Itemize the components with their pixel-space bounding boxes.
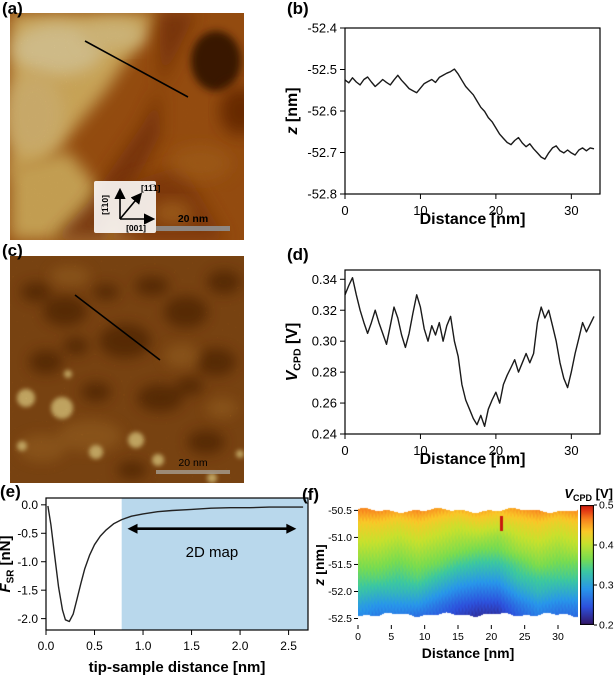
svg-text:2.0: 2.0: [232, 639, 249, 653]
panel-label-d: (d): [287, 245, 309, 264]
scale-bar-c: 20 nm: [156, 457, 230, 474]
svg-text:-52.8: -52.8: [307, 187, 337, 202]
svg-text:10: 10: [413, 203, 427, 218]
scale-bar-label: 20 nm: [178, 213, 208, 225]
svg-text:0.5: 0.5: [86, 639, 103, 653]
svg-text:0.2: 0.2: [599, 620, 614, 632]
svg-text:0: 0: [355, 631, 361, 643]
svg-text:0.28: 0.28: [312, 365, 337, 380]
svg-text:FSR [nN]: FSR [nN]: [0, 535, 16, 592]
svg-text:-52.7: -52.7: [307, 145, 337, 160]
svg-text:0.5: 0.5: [599, 500, 614, 512]
colorbar-canvas: [580, 505, 594, 625]
svg-text:30: 30: [564, 203, 578, 218]
svg-text:20: 20: [489, 443, 503, 458]
panel-label-f: (f): [302, 485, 319, 504]
svg-text:-0.5: -0.5: [17, 526, 38, 540]
svg-text:VCPD [V]: VCPD [V]: [564, 486, 613, 503]
svg-text:0.0: 0.0: [38, 639, 55, 653]
terrain-shapes: [10, 256, 244, 483]
svg-text:-2.0: -2.0: [17, 612, 38, 626]
stm-topography-image: [1̅10] [11̅1] [001] 20 nm: [10, 13, 244, 240]
svg-text:z [nm]: z [nm]: [285, 87, 301, 135]
svg-text:z [nm]: z [nm]: [316, 544, 327, 586]
svg-text:25: 25: [519, 631, 531, 643]
svg-text:-52.0: -52.0: [328, 586, 352, 598]
svg-text:20: 20: [485, 631, 497, 643]
svg-text:15: 15: [452, 631, 464, 643]
svg-text:VCPD [V]: VCPD [V]: [285, 323, 304, 382]
svg-text:Distance [nm]: Distance [nm]: [422, 645, 515, 661]
panel-label-c: (c): [2, 241, 23, 260]
svg-text:0.4: 0.4: [599, 540, 614, 552]
panel-label-a: (a): [2, 0, 23, 18]
svg-text:5: 5: [388, 631, 394, 643]
svg-text:tip-sample distance [nm]: tip-sample distance [nm]: [89, 659, 266, 676]
terrain-shapes: [10, 13, 244, 240]
svg-text:-1.0: -1.0: [17, 555, 38, 569]
svg-text:-52.4: -52.4: [307, 21, 337, 36]
svg-text:0.24: 0.24: [312, 427, 337, 442]
svg-text:0.3: 0.3: [599, 580, 614, 592]
svg-text:10: 10: [413, 443, 427, 458]
panel-label-b: (b): [287, 0, 309, 18]
svg-text:20: 20: [489, 203, 503, 218]
svg-text:-1.5: -1.5: [17, 583, 38, 597]
svg-text:30: 30: [552, 631, 564, 643]
cpd-2d-map-canvas: [358, 505, 578, 625]
svg-text:-52.6: -52.6: [307, 104, 337, 119]
svg-text:0.30: 0.30: [312, 334, 337, 349]
svg-text:0.34: 0.34: [312, 272, 337, 287]
svg-text:1.0: 1.0: [135, 639, 152, 653]
scale-bar-label: 20 nm: [178, 457, 207, 469]
svg-text:2.5: 2.5: [280, 639, 297, 653]
svg-text:Distance [nm]: Distance [nm]: [420, 211, 526, 228]
profile-line-c: [74, 294, 161, 361]
scale-bar-a: 20 nm: [156, 213, 230, 231]
svg-text:1.5: 1.5: [183, 639, 200, 653]
svg-text:30: 30: [564, 443, 578, 458]
svg-text:0: 0: [341, 203, 348, 218]
cpd-profile-chart: 0 10 20 30 0.34 0.32 0.30 0.28 0.26 0.24 Distance …: [285, 269, 601, 468]
force-distance-chart: 0.0 0.5 1.0 1.5 2.0 2.5 0.0 -0.5 -1.0 -1.5 -2.0 2D …: [0, 497, 309, 676]
svg-text:-52.5: -52.5: [328, 613, 352, 625]
height-profile-chart: 0 10 20 30 -52.4 -52.5 -52.6 -52.7 -52.8 Distance…: [285, 21, 601, 228]
svg-text:10: 10: [419, 631, 431, 643]
axis-label-diagonal: [11̅1]: [141, 183, 161, 193]
svg-text:2D map: 2D map: [186, 544, 239, 561]
crystal-axes: [1̅10] [11̅1] [001]: [94, 181, 161, 233]
axis-label-vertical: [1̅10]: [100, 195, 110, 215]
svg-text:0: 0: [341, 443, 348, 458]
svg-text:Distance [nm]: Distance [nm]: [420, 451, 526, 468]
svg-text:-50.5: -50.5: [328, 505, 352, 517]
cpd-2d-map-axes: 0 5 10 15 20 25 30 -50.5 -51.0 -51.5 -52.0 -52.5 Dis…: [316, 486, 614, 661]
kpfm-cpd-image: 20 nm: [10, 256, 244, 483]
svg-text:0.0: 0.0: [21, 498, 38, 512]
svg-text:-51.0: -51.0: [328, 532, 352, 544]
svg-text:0.26: 0.26: [312, 396, 337, 411]
panel-label-e: (e): [0, 482, 21, 501]
svg-text:0.32: 0.32: [312, 303, 337, 318]
svg-text:-51.5: -51.5: [328, 559, 352, 571]
axis-label-horizontal: [001]: [126, 223, 146, 233]
profile-line-a: [84, 40, 189, 98]
svg-text:-52.5: -52.5: [307, 62, 337, 77]
